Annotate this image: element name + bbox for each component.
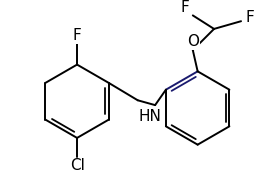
Text: F: F [181,0,190,15]
Text: F: F [245,10,254,25]
Text: O: O [187,34,199,49]
Text: HN: HN [139,109,162,124]
Text: F: F [73,28,81,43]
Text: Cl: Cl [70,158,85,173]
